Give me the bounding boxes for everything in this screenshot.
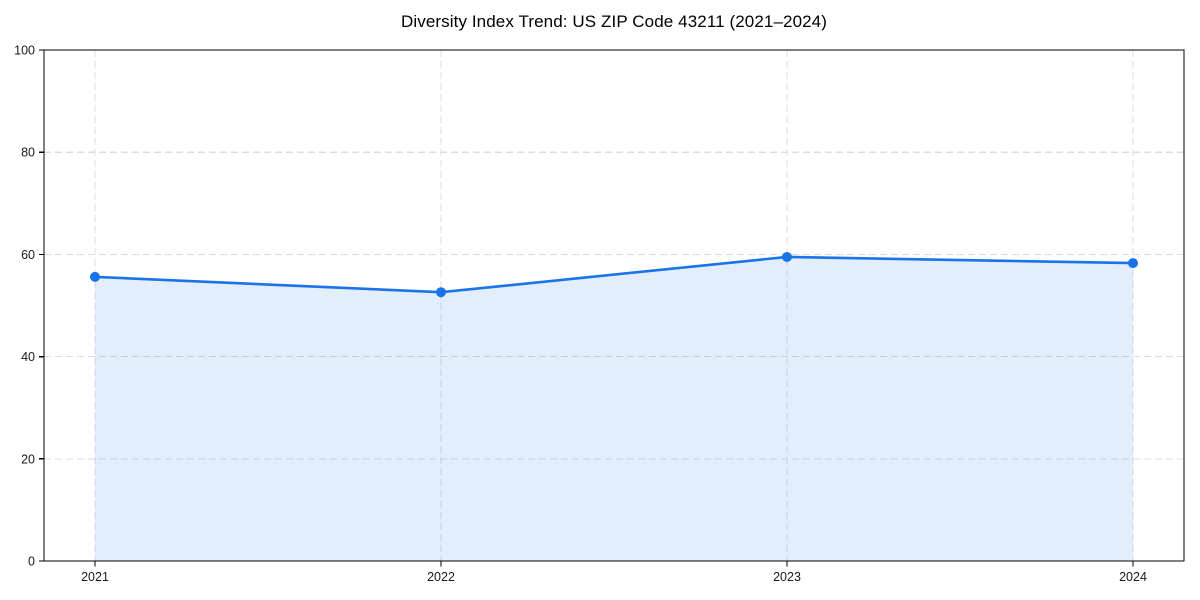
data-point-2022 xyxy=(436,287,446,298)
y-tick-label-20: 20 xyxy=(21,452,35,466)
y-tick-label-100: 100 xyxy=(14,44,35,58)
x-tick-label-2024: 2024 xyxy=(1119,570,1147,584)
x-tick-label-2022: 2022 xyxy=(427,570,455,584)
y-tick-label-80: 80 xyxy=(21,146,35,160)
plot-box xyxy=(43,49,1185,562)
area-fill xyxy=(95,256,1133,561)
data-point-2021 xyxy=(90,271,100,282)
trend-line xyxy=(93,255,1135,294)
data-point-2023 xyxy=(782,251,792,262)
chart-title: Diversity Index Trend: US ZIP Code 43211… xyxy=(400,12,828,31)
y-tick-label-60: 60 xyxy=(21,248,35,262)
x-tick-label-2021: 2021 xyxy=(81,570,109,584)
data-point-2024 xyxy=(1128,258,1138,269)
y-tick-label-40: 40 xyxy=(21,350,35,364)
x-tick-label-2023: 2023 xyxy=(773,570,801,584)
y-tick-label-0: 0 xyxy=(28,555,35,569)
